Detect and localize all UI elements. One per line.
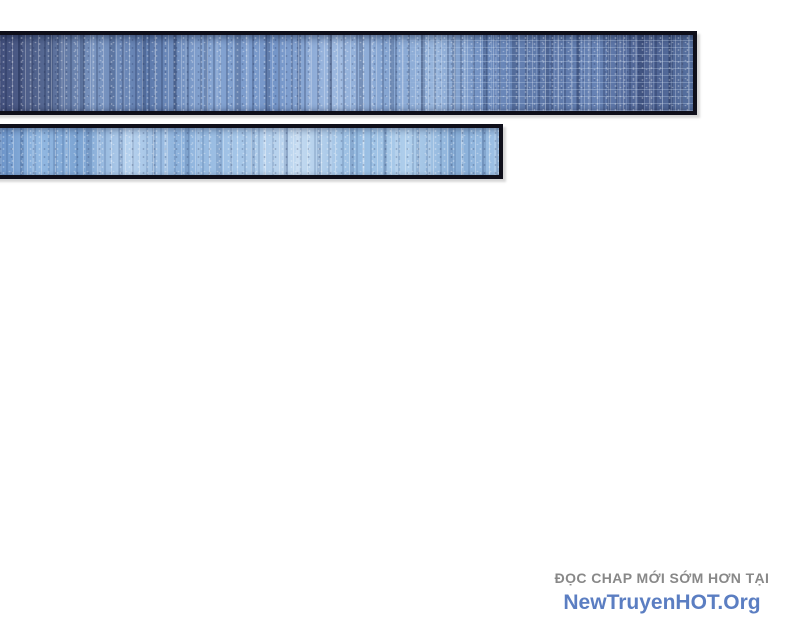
panel-2-noise-texture <box>0 128 499 175</box>
panel-1-crosshatch-texture <box>373 35 693 111</box>
site-credit-url: NewTruyenHOT.Org <box>563 591 761 614</box>
comic-panel-strip-1 <box>0 31 697 115</box>
comic-panel-strip-2 <box>0 124 503 179</box>
panel-2-blue-streak-art <box>0 128 499 175</box>
site-credit-tagline: ĐỌC CHAP MỚI SỚM HƠN TẠI <box>554 570 770 586</box>
panel-1-blue-streak-art <box>0 35 693 111</box>
site-credit: ĐỌC CHAP MỚI SỚM HƠN TẠI NewTruyenHOT.Or… <box>517 570 800 614</box>
panel-1-noise-texture <box>0 35 693 111</box>
